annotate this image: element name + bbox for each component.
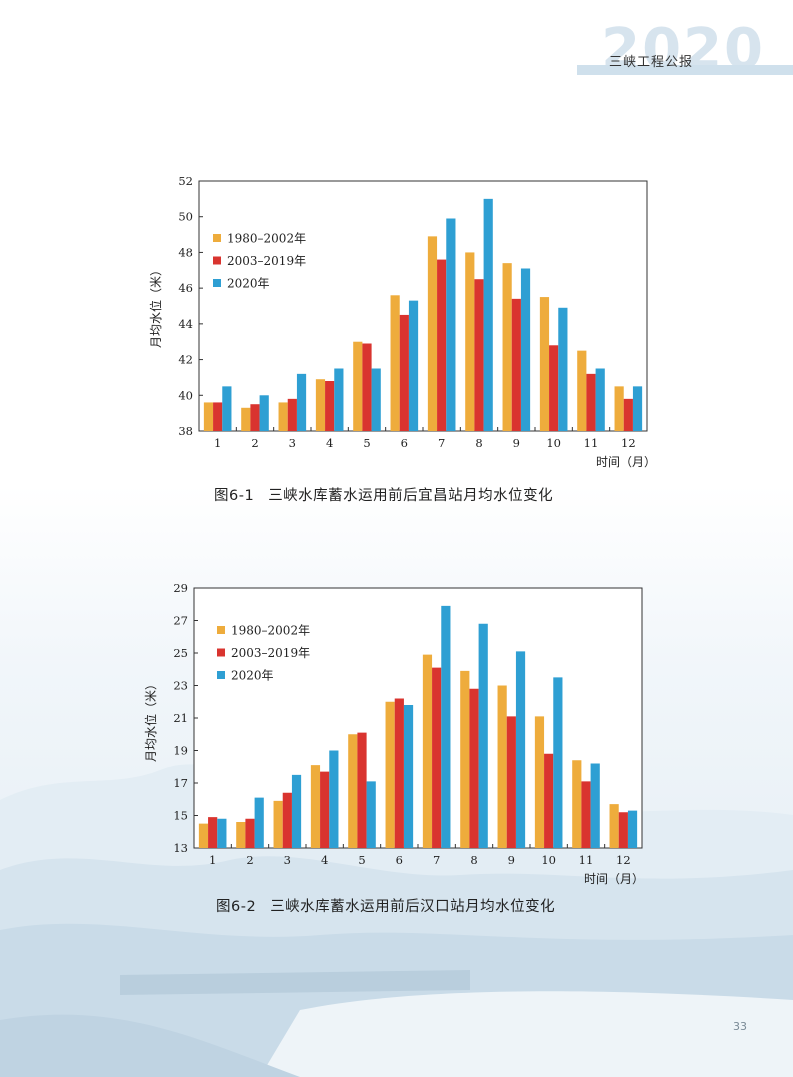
y-tick-label: 40 — [178, 388, 193, 402]
bar-2003-2019-month-7 — [437, 259, 447, 431]
bar-1980-2002-month-7 — [427, 236, 438, 431]
bar-2020-month-8 — [483, 198, 493, 431]
bar-2003-2019-month-10 — [549, 345, 559, 431]
x-tick-label: 9 — [513, 436, 520, 450]
legend-label: 1980–2002年 — [227, 232, 306, 246]
legend-swatch — [213, 234, 221, 242]
y-tick-label: 50 — [178, 210, 193, 224]
y-tick-label: 42 — [178, 353, 193, 367]
page-number: 33 — [733, 1020, 747, 1033]
x-tick-label: 11 — [584, 436, 599, 450]
bar-2020-month-6 — [408, 300, 419, 431]
figure-title-2: 三峡水库蓄水运用前后汉口站月均水位变化 — [270, 899, 556, 915]
bar-2020-month-5 — [371, 368, 381, 431]
bar-2020-month-7 — [446, 218, 456, 431]
bar-2003-2019-month-4 — [325, 381, 335, 431]
bar-2003-2019-month-9 — [511, 298, 521, 431]
bar-1980-2002-month-2 — [241, 407, 251, 431]
bar-1980-2002-month-4 — [315, 379, 326, 431]
bar-1980-2002-month-11 — [577, 350, 587, 431]
x-tick-label: 3 — [289, 436, 296, 450]
bar-2003-2019-month-6 — [399, 314, 409, 431]
bar-1980-2002-month-9 — [502, 263, 512, 431]
x-tick-label: 1 — [214, 436, 221, 450]
bar-2003-2019-month-5 — [362, 343, 372, 431]
bar-1980-2002-month-1 — [203, 402, 214, 431]
x-tick-label: 12 — [621, 436, 636, 450]
bar-2003-2019-month-12 — [623, 398, 633, 431]
legend-label: 2020年 — [227, 277, 270, 291]
x-tick-label: 4 — [326, 436, 333, 450]
bar-2020-month-2 — [259, 395, 269, 431]
legend-swatch — [213, 256, 221, 265]
y-tick-label: 52 — [178, 174, 193, 188]
bar-2003-2019-month-1 — [213, 402, 223, 431]
x-tick-label: 8 — [475, 436, 482, 450]
legend-label: 2003–2019年 — [227, 254, 306, 268]
y-tick-label: 48 — [178, 245, 193, 259]
figure-caption-1: 图6-1 三峡水库蓄水运用前后宜昌站月均水位变化 — [214, 484, 553, 505]
x-tick-label: 7 — [438, 436, 445, 450]
x-tick-label: 10 — [546, 436, 561, 450]
y-tick-label: 44 — [178, 317, 193, 331]
figure-number-2: 图6-2 — [216, 899, 257, 915]
bar-2020-month-3 — [296, 373, 307, 431]
x-tick-label: 5 — [363, 436, 370, 450]
header-title: 三峡工程公报 — [608, 55, 693, 70]
bar-2020-month-10 — [558, 307, 568, 431]
x-tick-label: 6 — [401, 436, 408, 450]
y-axis-label: 月均水位（米） — [148, 264, 163, 348]
bar-1980-2002-month-5 — [353, 341, 363, 431]
header-accent-bar — [577, 65, 793, 75]
x-axis-label: 时间（月） — [596, 455, 656, 469]
bar-1980-2002-month-8 — [465, 252, 475, 431]
bar-2003-2019-month-11 — [586, 373, 596, 431]
bar-2003-2019-month-8 — [474, 279, 484, 431]
bar-1980-2002-month-12 — [614, 386, 624, 431]
legend-swatch — [213, 279, 221, 287]
figure-number-1: 图6-1 — [214, 488, 255, 504]
y-tick-label: 46 — [178, 281, 193, 295]
figure-caption-2: 图6-2 三峡水库蓄水运用前后汉口站月均水位变化 — [216, 895, 555, 916]
bar-2020-month-1 — [222, 386, 232, 431]
bar-1980-2002-month-3 — [278, 402, 288, 431]
bar-1980-2002-month-6 — [390, 295, 400, 431]
bar-2020-month-12 — [632, 386, 643, 431]
bar-2003-2019-month-2 — [250, 404, 260, 431]
bar-2020-month-11 — [595, 368, 605, 431]
bar-2020-month-4 — [334, 368, 344, 431]
bar-1980-2002-month-10 — [539, 297, 550, 431]
figure-title-1: 三峡水库蓄水运用前后宜昌站月均水位变化 — [268, 488, 554, 504]
x-tick-label: 2 — [251, 436, 258, 450]
bar-2003-2019-month-3 — [287, 398, 297, 431]
bar-2020-month-9 — [520, 268, 531, 431]
y-tick-label: 38 — [178, 424, 193, 438]
plot-frame — [198, 180, 648, 432]
